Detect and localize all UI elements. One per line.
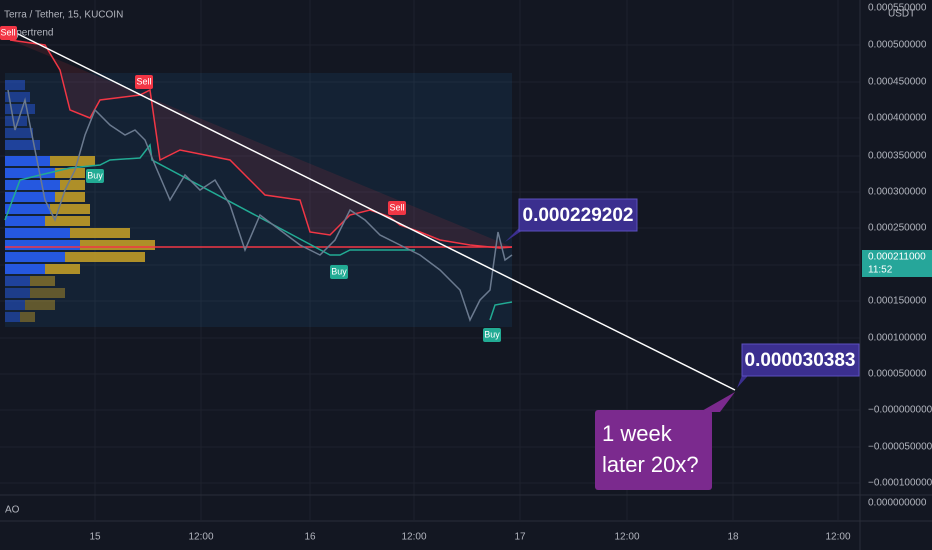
signal-sell: Sell <box>135 75 153 89</box>
svg-text:1 week: 1 week <box>602 421 673 446</box>
price-tick-label: −0.000050000 <box>868 442 932 453</box>
time-tick-label: 12:00 <box>401 532 426 543</box>
time-tick-label: 18 <box>727 532 739 543</box>
trend-line <box>9 29 736 391</box>
price-path <box>7 89 513 322</box>
volume-profile <box>5 80 155 322</box>
svg-text:0.000229202: 0.000229202 <box>523 205 634 226</box>
time-axis: 15 12:00 16 12:00 17 12:00 18 12:00 <box>89 532 851 543</box>
price-axis: 0.000550000 0.000500000 0.000450000 0.00040… <box>868 3 932 489</box>
price-tick-label: 0.000450000 <box>868 77 927 88</box>
price-tick-label: 0.000550000 <box>868 3 927 14</box>
time-tick-label: 12:00 <box>614 532 639 543</box>
time-tick-label: 12:00 <box>825 532 850 543</box>
callout: 0.000030383 <box>737 343 860 388</box>
price-tick-label: 0.000500000 <box>868 40 927 51</box>
signal-sell: Sell <box>0 26 17 40</box>
supertrend-up <box>4 143 415 256</box>
price-tick-label: 0.000350000 <box>868 151 927 162</box>
svg-text:Buy: Buy <box>331 266 347 276</box>
svg-text:Sell: Sell <box>136 76 151 86</box>
time-tick-label: 12:00 <box>188 532 213 543</box>
signal-buy: Buy <box>483 328 501 342</box>
price-tick-label: 0.000400000 <box>868 113 927 124</box>
symbol-title: Terra / Tether, 15, KUCOIN <box>4 10 123 21</box>
svg-text:11:52: 11:52 <box>868 265 893 276</box>
svg-text:Sell: Sell <box>389 202 404 212</box>
svg-text:0.000030383: 0.000030383 <box>745 350 856 371</box>
price-tick-label: 0.000050000 <box>868 369 927 380</box>
price-tick-label: 0.000300000 <box>868 187 927 198</box>
svg-text:Sell: Sell <box>0 27 15 37</box>
ao-axis-label: 0.000000000 <box>868 498 927 509</box>
currency: USDT <box>888 9 915 20</box>
callout: 0.000229202 <box>505 198 638 242</box>
svg-text:0.000211000: 0.000211000 <box>868 252 926 263</box>
volume-profile-range <box>5 73 512 327</box>
current-price-label: 0.000211000 11:52 <box>862 250 932 277</box>
svg-text:Buy: Buy <box>87 170 103 180</box>
time-tick-label: 16 <box>304 532 316 543</box>
indicator-name: Supertrend <box>4 28 53 39</box>
signal-buy: Buy <box>86 169 104 183</box>
price-tick-label: −0.000100000 <box>868 478 932 489</box>
svg-text:Buy: Buy <box>484 329 500 339</box>
price-tick-label: 0.000150000 <box>868 296 927 307</box>
time-tick-label: 17 <box>514 532 526 543</box>
signal-sell: Sell <box>388 201 406 215</box>
svg-text:later 20x?: later 20x? <box>602 452 699 477</box>
supertrend-up-2 <box>489 301 513 321</box>
signal-buy: Buy <box>330 265 348 279</box>
callout: 1 week later 20x? <box>595 392 735 490</box>
ao-label: AO <box>5 505 20 516</box>
price-tick-label: 0.000100000 <box>868 333 927 344</box>
price-tick-label: −0.000000000 <box>868 405 932 416</box>
time-tick-label: 15 <box>89 532 101 543</box>
price-tick-label: 0.000250000 <box>868 223 927 234</box>
